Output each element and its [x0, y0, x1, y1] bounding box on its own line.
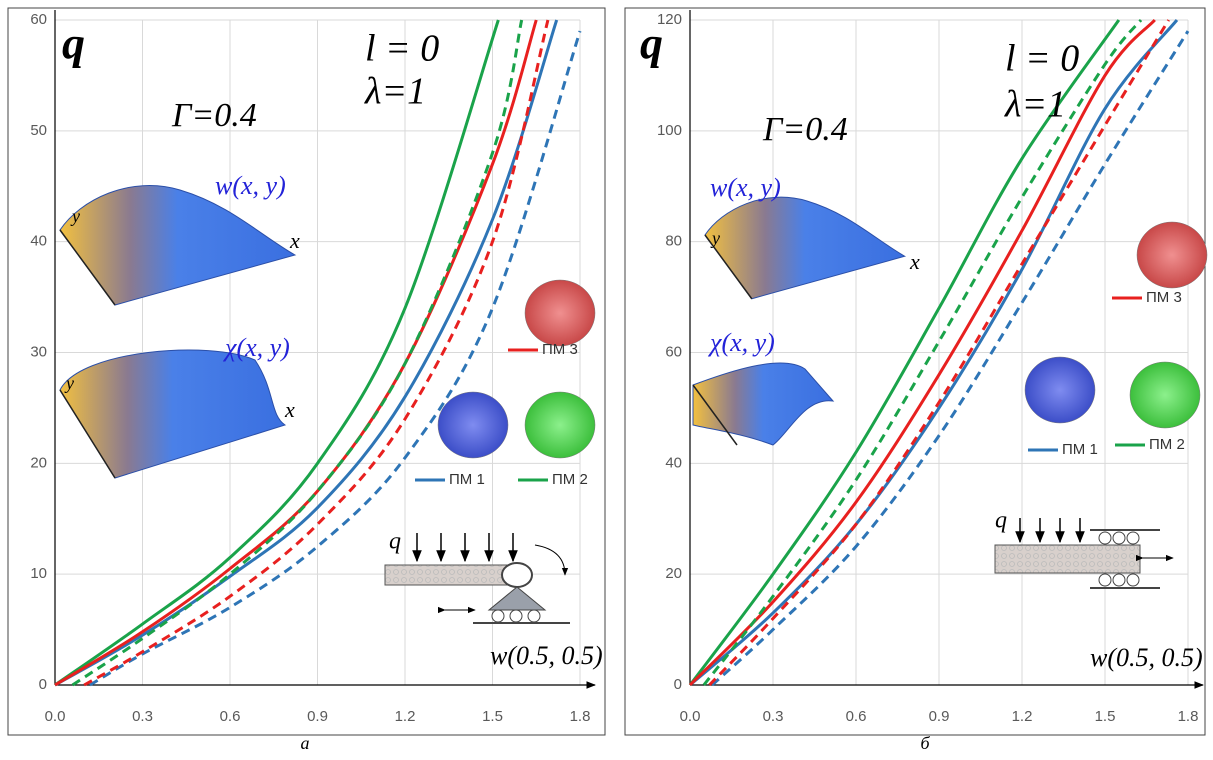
- material-sphere: [438, 392, 508, 458]
- inset-surface: [693, 363, 833, 445]
- parameter: l = 0: [1005, 38, 1079, 80]
- x-tick-label: 1.8: [570, 708, 591, 725]
- beam: [995, 545, 1140, 573]
- y-tick-label: 0: [674, 676, 682, 693]
- y-tick-label: 30: [30, 343, 47, 360]
- y-tick-label: 20: [665, 565, 682, 582]
- material-sphere: [525, 280, 595, 346]
- inset-x-label: x: [909, 249, 920, 274]
- x-tick-label: 0.0: [680, 708, 701, 725]
- inset-y-label: y: [710, 228, 720, 248]
- parameter: l = 0: [365, 28, 439, 70]
- roller: [528, 610, 540, 622]
- x-tick-label: 1.5: [1095, 708, 1116, 725]
- x-tick-label: 1.2: [395, 708, 416, 725]
- roller: [1113, 574, 1125, 586]
- support-label: q: [389, 529, 401, 555]
- panel-caption: а: [301, 733, 310, 753]
- x-tick-label: 0.9: [929, 708, 950, 725]
- inset-x-label: x: [289, 228, 300, 253]
- x-tick-label: 0.3: [763, 708, 784, 725]
- x-axis-label: w(0.5, 0.5): [490, 641, 603, 670]
- inset-y-label: y: [70, 206, 80, 226]
- y-tick-label: 60: [665, 343, 682, 360]
- y-tick-label: 80: [665, 233, 682, 250]
- y-tick-label: 100: [657, 122, 682, 139]
- legend-label: ПМ 2: [1149, 436, 1185, 453]
- x-tick-label: 1.8: [1178, 708, 1199, 725]
- y-tick-label: 40: [30, 233, 47, 250]
- hinge: [502, 563, 532, 587]
- y-axis-label: q: [640, 18, 663, 69]
- y-tick-label: 50: [30, 122, 47, 139]
- parameter: λ=1: [1004, 84, 1066, 126]
- inset-label: χ(x, y): [707, 328, 775, 357]
- support-label: q: [995, 508, 1007, 534]
- x-tick-label: 1.2: [1012, 708, 1033, 725]
- rotation-arrow: [535, 545, 565, 575]
- inset-surface: [60, 186, 295, 305]
- support: [489, 587, 545, 610]
- y-tick-label: 40: [665, 454, 682, 471]
- x-tick-label: 0.0: [45, 708, 66, 725]
- inset-label: w(x, y): [710, 173, 781, 202]
- inset-surface: [705, 197, 905, 299]
- legend-label: ПМ 1: [449, 471, 485, 488]
- y-tick-label: 10: [30, 565, 47, 582]
- x-tick-label: 0.6: [846, 708, 867, 725]
- beam: [385, 565, 510, 585]
- material-sphere: [1137, 222, 1207, 288]
- y-tick-label: 0: [39, 676, 47, 693]
- legend-label: ПМ 3: [542, 341, 578, 358]
- x-tick-label: 0.3: [132, 708, 153, 725]
- roller: [1099, 532, 1111, 544]
- roller: [1113, 532, 1125, 544]
- chart-panel: 0 10 20 30 40 50 60 0.0 0.3 0.6 0.9 1.2 1.5 1.8 w(x, y…: [8, 8, 605, 753]
- inset-surface: [60, 350, 285, 478]
- roller: [492, 610, 504, 622]
- material-sphere: [525, 392, 595, 458]
- roller: [1127, 574, 1139, 586]
- y-axis-label: q: [62, 18, 85, 69]
- x-tick-label: 0.9: [307, 708, 328, 725]
- panel-frame: [625, 8, 1205, 735]
- panel-caption: б: [920, 733, 930, 753]
- roller: [1127, 532, 1139, 544]
- inset-y-label: y: [64, 373, 74, 393]
- parameter: λ=1: [364, 71, 426, 113]
- x-axis-label: w(0.5, 0.5): [1090, 643, 1203, 672]
- inset-label: χ(x, y): [222, 333, 290, 362]
- figure: 0 10 20 30 40 50 60 0.0 0.3 0.6 0.9 1.2 1.5 1.8 w(x, y…: [0, 0, 1213, 755]
- y-tick-label: 60: [30, 11, 47, 28]
- legend-label: ПМ 3: [1146, 289, 1182, 306]
- legend-label: ПМ 2: [552, 471, 588, 488]
- material-sphere: [1025, 357, 1095, 423]
- legend-label: ПМ 1: [1062, 441, 1098, 458]
- inset-x-label: x: [284, 397, 295, 422]
- roller: [510, 610, 522, 622]
- x-tick-label: 1.5: [482, 708, 503, 725]
- x-tick-label: 0.6: [220, 708, 241, 725]
- inset-label: w(x, y): [215, 171, 286, 200]
- roller: [1099, 574, 1111, 586]
- parameter: Γ=0.4: [171, 97, 257, 134]
- parameter: Γ=0.4: [762, 111, 848, 148]
- y-tick-label: 20: [30, 454, 47, 471]
- material-sphere: [1130, 362, 1200, 428]
